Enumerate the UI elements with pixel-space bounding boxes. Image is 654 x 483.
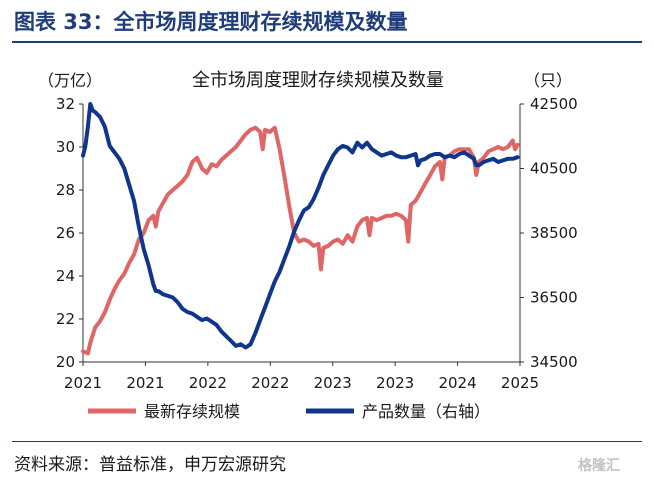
series-lines	[81, 102, 520, 356]
x-tick-label: 2025	[501, 374, 539, 392]
right-tick-label: 42500	[530, 95, 578, 113]
chart-title: 全市场周度理财存续规模及数量	[192, 70, 444, 91]
x-tick-label: 2022	[251, 374, 289, 392]
x-tick-label: 2024	[438, 374, 476, 392]
x-tick-label: 2023	[314, 374, 352, 392]
axes: 2022242628303234500365003850040500425002…	[56, 95, 578, 392]
figure-heading: 图表 33：全市场周度理财存续规模及数量	[14, 10, 408, 34]
watermark-logo: 格隆汇	[578, 458, 620, 474]
x-tick-label: 2021	[64, 374, 102, 392]
left-axis-unit: （万亿）	[38, 71, 102, 90]
right-axis-unit: （只）	[524, 71, 572, 90]
x-tick-label: 2021	[126, 374, 164, 392]
right-tick-label: 34500	[530, 353, 578, 371]
legend-label: 最新存续规模	[144, 402, 240, 421]
series-line-count	[81, 102, 520, 350]
right-tick-label: 38500	[530, 224, 578, 242]
legend: 最新存续规模 产品数量（右轴）	[88, 402, 490, 421]
source-note: 资料来源：普益标准，申万宏源研究	[14, 455, 286, 475]
right-tick-label: 36500	[530, 289, 578, 307]
source-rule	[12, 441, 642, 442]
left-tick-label: 26	[56, 224, 75, 242]
legend-label: 产品数量（右轴）	[362, 402, 490, 421]
left-tick-label: 30	[56, 138, 75, 156]
left-tick-label: 22	[56, 310, 75, 328]
line-chart: 全市场周度理财存续规模及数量 （万亿） （只） 2022242628303234…	[38, 70, 578, 421]
heading-rule	[12, 41, 642, 43]
x-tick-label: 2022	[189, 374, 227, 392]
left-tick-label: 20	[56, 353, 75, 371]
left-tick-label: 28	[56, 181, 75, 199]
left-tick-label: 24	[56, 267, 75, 285]
left-tick-label: 32	[56, 95, 75, 113]
right-tick-label: 40500	[530, 160, 578, 178]
series-line-scale	[81, 125, 520, 356]
x-tick-label: 2023	[376, 374, 414, 392]
